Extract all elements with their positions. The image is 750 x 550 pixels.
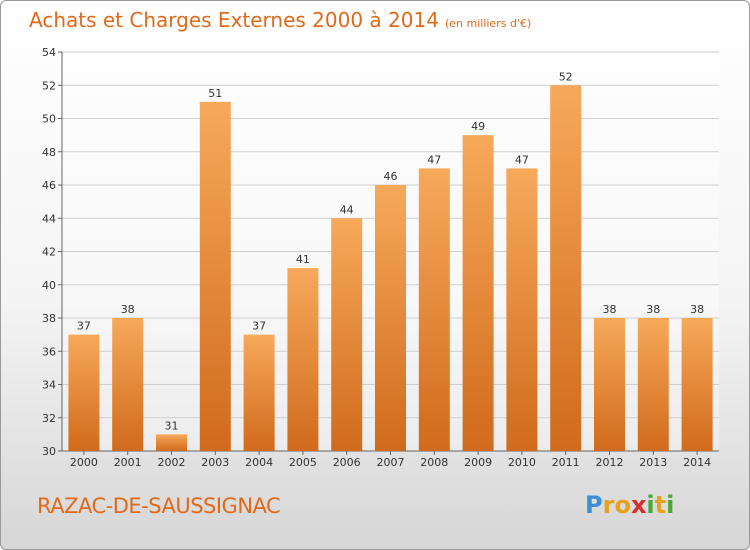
bar-value-label: 38 — [646, 303, 660, 316]
y-tick-label: 44 — [42, 212, 56, 225]
bar-value-label: 52 — [559, 70, 573, 83]
proxiti-logo: Proxiti — [585, 491, 674, 519]
bar — [68, 334, 100, 451]
bar-value-label: 47 — [515, 153, 529, 166]
bar — [243, 334, 275, 451]
axis-layer: 30 32 34 36 38 40 42 44 46 48 50 52 54 — [42, 46, 719, 458]
y-tick-label: 34 — [42, 379, 56, 392]
bar-value-label: 44 — [340, 203, 354, 216]
logo-letter: t — [654, 491, 667, 519]
y-tick-label: 40 — [42, 279, 56, 292]
chart-title: Achats et Charges Externes 2000 à 2014 (e… — [29, 8, 531, 32]
bar-value-label: 37 — [77, 320, 91, 333]
x-tick-label: 2010 — [508, 456, 536, 469]
commune-name: RAZAC-DE-SAUSSIGNAC — [37, 494, 281, 518]
x-tick-label: 2013 — [639, 456, 667, 469]
y-tick-label: 36 — [42, 345, 56, 358]
bar — [375, 185, 406, 451]
bar — [681, 318, 713, 451]
bar-value-label: 38 — [121, 303, 135, 316]
y-tick-label: 48 — [42, 146, 56, 159]
label-layer: 37 2000 38 2001 31 2002 51 2003 37 2004 41 2005 44 20… — [70, 70, 711, 469]
chart-title-text: Achats et Charges Externes 2000 à 2014 — [29, 8, 439, 32]
x-tick-label: 2011 — [552, 456, 580, 469]
chart-unit-text: (en milliers d'€) — [444, 17, 532, 30]
bar — [418, 168, 450, 451]
x-tick-label: 2007 — [377, 456, 405, 469]
bar — [550, 85, 582, 451]
y-tick-label: 30 — [42, 445, 56, 458]
bar-value-label: 31 — [165, 419, 179, 432]
logo-letter: x — [630, 491, 647, 519]
y-tick-label: 32 — [42, 412, 56, 425]
bar-value-label: 46 — [384, 170, 398, 183]
y-tick-label: 52 — [42, 79, 56, 92]
bar-layer — [68, 85, 713, 451]
logo-letter: i — [666, 491, 675, 519]
bar-value-label: 49 — [471, 120, 485, 133]
logo-letter: i — [646, 491, 655, 519]
bar — [287, 268, 319, 451]
logo-letter: r — [602, 491, 615, 519]
bar — [462, 135, 494, 451]
bar-value-label: 41 — [296, 253, 310, 266]
y-tick-label: 38 — [42, 312, 56, 325]
bar — [506, 168, 538, 451]
logo-letter: P — [585, 491, 603, 519]
bar — [112, 318, 144, 451]
bar — [331, 218, 363, 451]
bar-value-label: 37 — [252, 320, 266, 333]
x-tick-label: 2009 — [464, 456, 492, 469]
x-tick-label: 2001 — [114, 456, 142, 469]
bar — [594, 318, 625, 451]
bar-value-label: 38 — [603, 303, 617, 316]
bar — [156, 434, 187, 451]
y-tick-label: 50 — [42, 113, 56, 126]
logo-letter: o — [614, 491, 631, 519]
x-tick-label: 2006 — [333, 456, 361, 469]
y-tick-label: 42 — [42, 246, 56, 259]
x-tick-label: 2002 — [158, 456, 186, 469]
x-tick-label: 2014 — [683, 456, 711, 469]
x-tick-label: 2008 — [420, 456, 448, 469]
y-tick-label: 46 — [42, 179, 56, 192]
bar-value-label: 38 — [690, 303, 704, 316]
bar — [199, 101, 231, 451]
x-tick-label: 2004 — [245, 456, 273, 469]
x-tick-label: 2003 — [201, 456, 229, 469]
x-tick-label: 2012 — [596, 456, 624, 469]
x-tick-label: 2000 — [70, 456, 98, 469]
bar — [637, 318, 669, 451]
bar-value-label: 51 — [208, 87, 222, 100]
y-tick-label: 54 — [42, 46, 56, 59]
bar-value-label: 47 — [427, 153, 441, 166]
x-tick-label: 2005 — [289, 456, 317, 469]
